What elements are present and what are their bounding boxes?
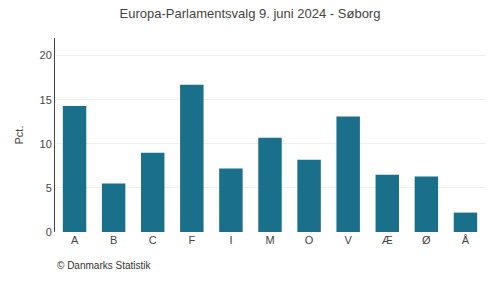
svg-text:0: 0: [46, 226, 52, 238]
svg-text:M: M: [265, 234, 274, 246]
svg-text:A: A: [71, 234, 79, 246]
svg-text:10: 10: [40, 138, 52, 150]
svg-text:15: 15: [40, 94, 52, 106]
svg-text:Pct.: Pct.: [13, 126, 25, 145]
svg-text:V: V: [345, 234, 353, 246]
svg-text:F: F: [188, 234, 195, 246]
svg-text:20: 20: [40, 49, 52, 61]
svg-text:I: I: [229, 234, 232, 246]
svg-text:Europa-Parlamentsvalg 9. juni: Europa-Parlamentsvalg 9. juni 2024 - Søb…: [120, 6, 381, 21]
svg-text:B: B: [110, 234, 117, 246]
svg-text:O: O: [305, 234, 314, 246]
svg-text:C: C: [149, 234, 157, 246]
svg-text:Æ: Æ: [382, 234, 393, 246]
svg-text:Ø: Ø: [422, 234, 431, 246]
svg-text:5: 5: [46, 182, 52, 194]
svg-text:© Danmarks Statistik: © Danmarks Statistik: [57, 260, 152, 271]
svg-text:Å: Å: [462, 234, 470, 246]
